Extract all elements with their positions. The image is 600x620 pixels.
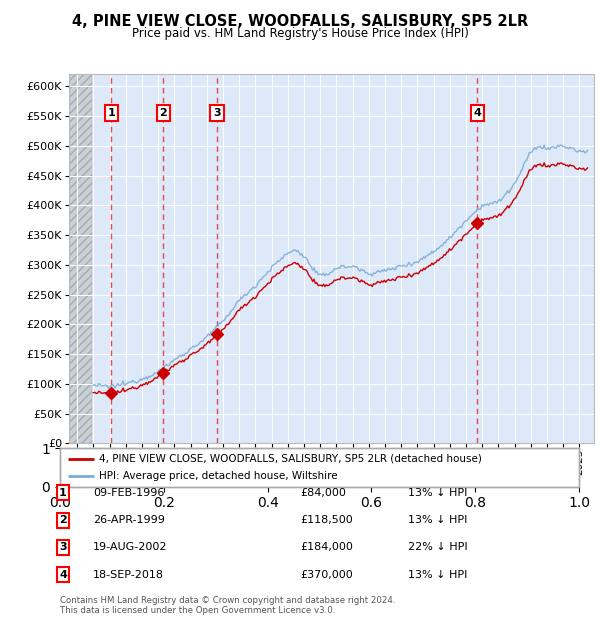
Text: 1: 1 xyxy=(59,488,67,498)
Text: £84,000: £84,000 xyxy=(300,488,346,498)
Text: Price paid vs. HM Land Registry's House Price Index (HPI): Price paid vs. HM Land Registry's House … xyxy=(131,27,469,40)
Text: 4: 4 xyxy=(59,570,67,580)
Text: 4: 4 xyxy=(473,108,481,118)
Text: 22% ↓ HPI: 22% ↓ HPI xyxy=(408,542,467,552)
Text: 26-APR-1999: 26-APR-1999 xyxy=(93,515,165,525)
Text: 3: 3 xyxy=(59,542,67,552)
Text: 13% ↓ HPI: 13% ↓ HPI xyxy=(408,570,467,580)
Text: £118,500: £118,500 xyxy=(300,515,353,525)
Text: 2: 2 xyxy=(59,515,67,525)
Text: 4, PINE VIEW CLOSE, WOODFALLS, SALISBURY, SP5 2LR (detached house): 4, PINE VIEW CLOSE, WOODFALLS, SALISBURY… xyxy=(99,454,482,464)
Text: 2: 2 xyxy=(160,108,167,118)
Text: 18-SEP-2018: 18-SEP-2018 xyxy=(93,570,164,580)
Text: £370,000: £370,000 xyxy=(300,570,353,580)
Text: 13% ↓ HPI: 13% ↓ HPI xyxy=(408,515,467,525)
Text: Contains HM Land Registry data © Crown copyright and database right 2024.
This d: Contains HM Land Registry data © Crown c… xyxy=(60,596,395,615)
Text: 09-FEB-1996: 09-FEB-1996 xyxy=(93,488,164,498)
Text: 4, PINE VIEW CLOSE, WOODFALLS, SALISBURY, SP5 2LR: 4, PINE VIEW CLOSE, WOODFALLS, SALISBURY… xyxy=(72,14,528,29)
Text: 13% ↓ HPI: 13% ↓ HPI xyxy=(408,488,467,498)
Text: 3: 3 xyxy=(213,108,221,118)
Bar xyxy=(69,74,92,443)
Text: HPI: Average price, detached house, Wiltshire: HPI: Average price, detached house, Wilt… xyxy=(99,471,338,481)
Text: 19-AUG-2002: 19-AUG-2002 xyxy=(93,542,167,552)
Text: £184,000: £184,000 xyxy=(300,542,353,552)
Bar xyxy=(69,74,92,443)
Text: 1: 1 xyxy=(107,108,115,118)
